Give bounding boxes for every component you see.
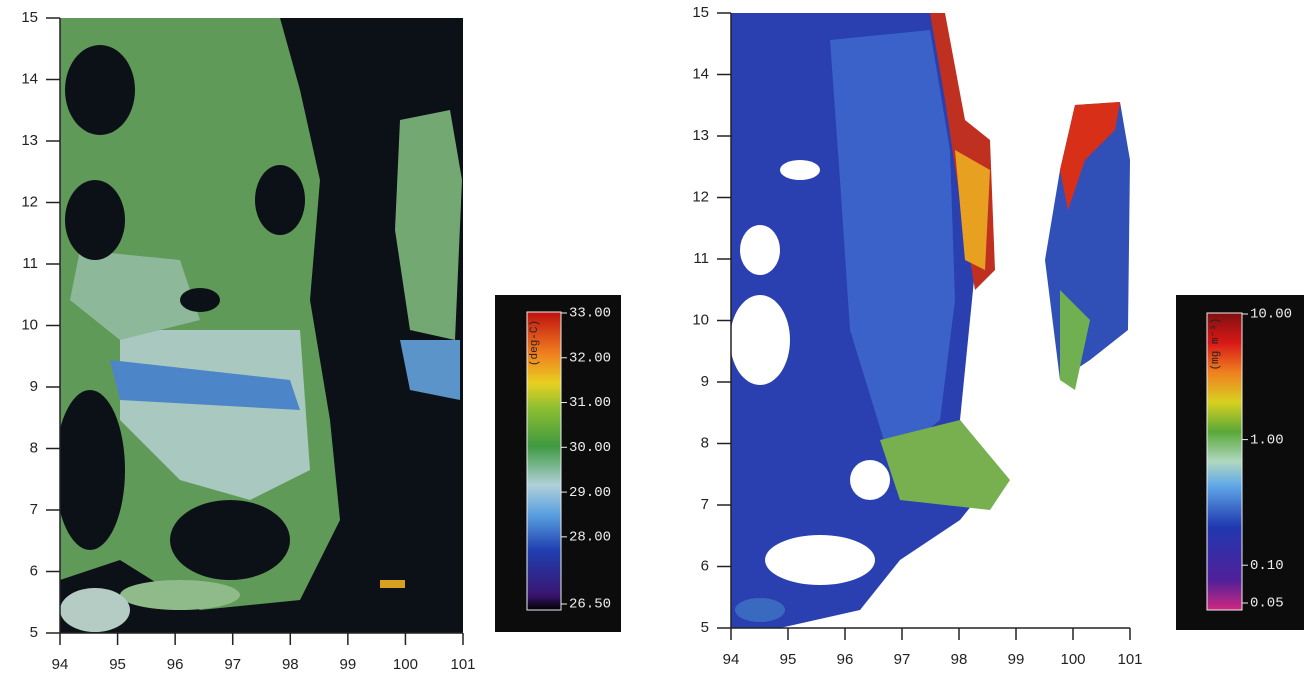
y-tick-label: 7 bbox=[701, 496, 709, 513]
y-tick-label: 11 bbox=[693, 250, 709, 267]
x-tick-label: 94 bbox=[52, 656, 69, 673]
colorbar-tick-label: 10.00 bbox=[1250, 307, 1292, 323]
page: 5678910111213141594959697989910010133.00… bbox=[0, 0, 1304, 681]
x-tick-label: 97 bbox=[894, 651, 911, 668]
x-tick-label: 96 bbox=[167, 656, 184, 673]
x-tick-label: 95 bbox=[109, 656, 126, 673]
colorbar-tick-label: 1.00 bbox=[1250, 432, 1284, 448]
y-tick-label: 14 bbox=[692, 65, 709, 82]
y-tick-label: 15 bbox=[21, 9, 38, 26]
y-tick-label: 10 bbox=[692, 311, 709, 328]
x-tick-label: 101 bbox=[450, 656, 475, 673]
x-tick-label: 99 bbox=[1008, 651, 1025, 668]
y-tick-label: 11 bbox=[22, 255, 38, 272]
colorbar-tick-label: 29.00 bbox=[569, 485, 611, 501]
y-tick-label: 13 bbox=[21, 132, 38, 149]
y-tick-label: 15 bbox=[692, 4, 709, 21]
figure: 5678910111213141594959697989910010133.00… bbox=[0, 0, 1304, 681]
x-tick-label: 101 bbox=[1117, 651, 1142, 668]
chlorophyll-image bbox=[730, 13, 1130, 628]
y-tick-label: 8 bbox=[30, 439, 38, 456]
colorbar-unit: (deg-C) bbox=[529, 320, 541, 366]
colorbar-tick-label: 26.50 bbox=[569, 597, 611, 613]
x-tick-label: 100 bbox=[393, 656, 418, 673]
y-tick-label: 6 bbox=[701, 557, 709, 574]
y-tick-label: 8 bbox=[701, 434, 709, 451]
colorbar-tick-label: 31.00 bbox=[569, 395, 611, 411]
x-tick-label: 96 bbox=[837, 651, 854, 668]
x-tick-label: 98 bbox=[282, 656, 299, 673]
y-tick-label: 13 bbox=[692, 127, 709, 144]
x-tick-label: 97 bbox=[224, 656, 241, 673]
colorbar-tick-label: 33.00 bbox=[569, 306, 611, 322]
y-tick-label: 10 bbox=[21, 316, 38, 333]
y-tick-label: 5 bbox=[701, 619, 709, 636]
sst-image bbox=[55, 18, 463, 633]
x-tick-label: 94 bbox=[723, 651, 740, 668]
y-tick-label: 9 bbox=[701, 373, 709, 390]
x-tick-label: 99 bbox=[340, 656, 357, 673]
colorbar-tick-label: 32.00 bbox=[569, 350, 611, 366]
y-tick-label: 12 bbox=[21, 193, 38, 210]
x-tick-label: 100 bbox=[1060, 651, 1085, 668]
colorbar-tick-label: 30.00 bbox=[569, 440, 611, 456]
colorbar-tick-label: 0.05 bbox=[1250, 596, 1284, 612]
colorbar-unit: (mg m⁻³) bbox=[1210, 318, 1222, 371]
y-tick-label: 5 bbox=[30, 624, 38, 641]
y-tick-label: 12 bbox=[692, 188, 709, 205]
y-tick-label: 6 bbox=[30, 562, 38, 579]
colorbar-tick-label: 0.10 bbox=[1250, 558, 1284, 574]
x-tick-label: 95 bbox=[780, 651, 797, 668]
y-tick-label: 7 bbox=[30, 501, 38, 518]
y-tick-label: 14 bbox=[21, 70, 38, 87]
x-tick-label: 98 bbox=[951, 651, 968, 668]
y-tick-label: 9 bbox=[30, 378, 38, 395]
colorbar-tick-label: 28.00 bbox=[569, 530, 611, 546]
